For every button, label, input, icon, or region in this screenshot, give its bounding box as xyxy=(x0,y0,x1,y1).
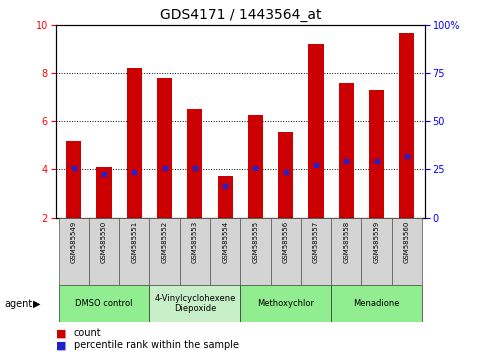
Bar xyxy=(180,218,210,285)
Bar xyxy=(66,141,81,218)
Text: GSM585554: GSM585554 xyxy=(222,221,228,263)
Bar xyxy=(241,285,331,322)
Text: GSM585557: GSM585557 xyxy=(313,221,319,263)
Bar xyxy=(210,218,241,285)
Bar xyxy=(301,218,331,285)
Text: Methoxychlor: Methoxychlor xyxy=(257,299,314,308)
Bar xyxy=(309,44,324,218)
Text: agent: agent xyxy=(5,299,33,309)
Bar xyxy=(331,285,422,322)
Bar xyxy=(399,33,414,218)
Text: GSM585560: GSM585560 xyxy=(404,221,410,263)
Text: GSM585553: GSM585553 xyxy=(192,221,198,263)
Bar xyxy=(127,68,142,218)
Text: GSM585552: GSM585552 xyxy=(162,221,168,263)
Text: GSM585555: GSM585555 xyxy=(253,221,258,263)
Bar xyxy=(241,218,270,285)
Bar xyxy=(187,109,202,218)
Text: GSM585550: GSM585550 xyxy=(101,221,107,263)
Bar xyxy=(331,218,361,285)
Bar xyxy=(361,218,392,285)
Title: GDS4171 / 1443564_at: GDS4171 / 1443564_at xyxy=(159,8,321,22)
Text: GSM585556: GSM585556 xyxy=(283,221,289,263)
Bar xyxy=(157,78,172,218)
Bar xyxy=(97,167,112,218)
Bar xyxy=(58,285,149,322)
Text: ■: ■ xyxy=(56,329,66,338)
Bar xyxy=(217,176,233,218)
Bar xyxy=(149,218,180,285)
Bar xyxy=(392,218,422,285)
Text: GSM585559: GSM585559 xyxy=(373,221,380,263)
Bar xyxy=(248,115,263,218)
Text: GSM585551: GSM585551 xyxy=(131,221,137,263)
Bar xyxy=(339,82,354,218)
Text: GSM585558: GSM585558 xyxy=(343,221,349,263)
Bar xyxy=(369,90,384,218)
Bar xyxy=(149,285,241,322)
Bar xyxy=(119,218,149,285)
Text: 4-Vinylcyclohexene
Diepoxide: 4-Vinylcyclohexene Diepoxide xyxy=(154,294,236,313)
Text: ▶: ▶ xyxy=(33,299,41,309)
Text: GSM585549: GSM585549 xyxy=(71,221,77,263)
Text: percentile rank within the sample: percentile rank within the sample xyxy=(74,340,239,350)
Text: Menadione: Menadione xyxy=(354,299,400,308)
Text: ■: ■ xyxy=(56,340,66,350)
Bar xyxy=(270,218,301,285)
Text: count: count xyxy=(74,329,101,338)
Text: DMSO control: DMSO control xyxy=(75,299,133,308)
Bar xyxy=(58,218,89,285)
Bar xyxy=(278,132,293,218)
Bar xyxy=(89,218,119,285)
